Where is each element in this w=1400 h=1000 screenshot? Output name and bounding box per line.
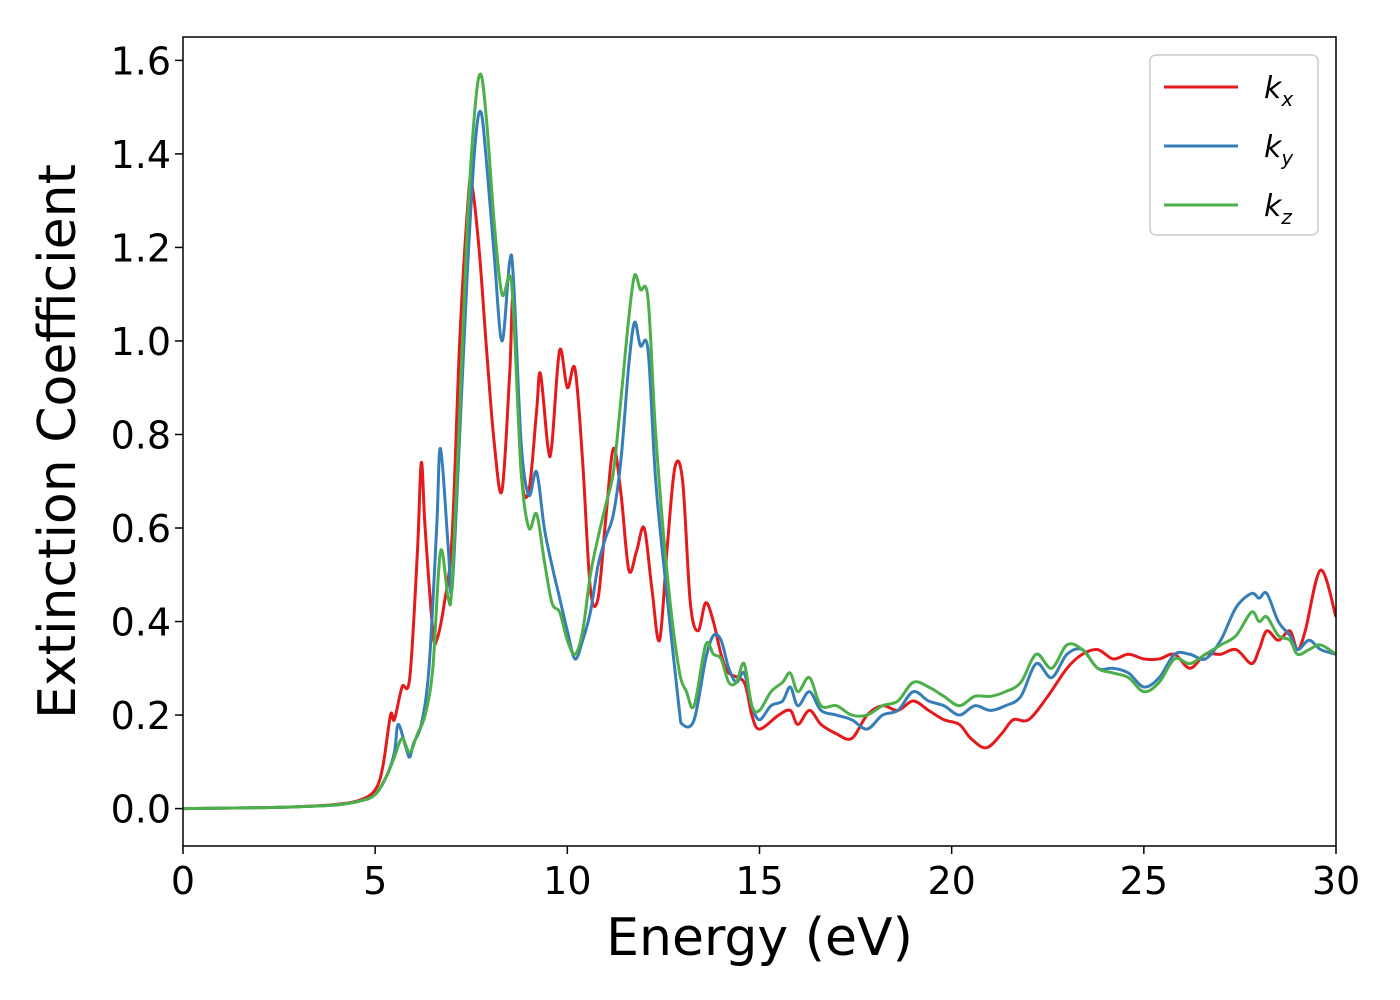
legend-label-y: ky <box>1264 130 1294 170</box>
x-tick-label: 0 <box>171 859 195 903</box>
x-axis-ticks: 0 5 10 15 20 25 30 <box>171 846 1360 903</box>
legend-label-x: kx <box>1264 71 1293 111</box>
series-line-x <box>183 178 1336 811</box>
y-tick-label: 0.4 <box>111 601 171 645</box>
series-line-y <box>183 109 1336 811</box>
y-tick-label: 0.2 <box>111 694 171 738</box>
x-tick-label: 15 <box>735 859 783 903</box>
plot-lines <box>183 72 1336 811</box>
y-tick-label: 0.8 <box>111 413 171 457</box>
legend: kx ky kz <box>1149 54 1319 236</box>
x-tick-label: 30 <box>1312 859 1360 903</box>
x-tick-label: 10 <box>543 859 591 903</box>
y-tick-label: 1.4 <box>111 133 171 177</box>
y-tick-label: 0.6 <box>111 507 171 551</box>
x-axis-title: Energy (eV) <box>606 908 913 968</box>
x-tick-label: 5 <box>363 859 387 903</box>
x-tick-label: 25 <box>1120 859 1168 903</box>
x-tick-label: 20 <box>927 859 975 903</box>
y-tick-label: 1.0 <box>111 320 171 364</box>
y-axis-title: Extinction Coefficient <box>28 164 88 719</box>
y-tick-label: 1.6 <box>111 39 171 83</box>
legend-label-z: kz <box>1264 189 1292 229</box>
y-tick-label: 0.0 <box>111 788 171 832</box>
y-tick-label: 1.2 <box>111 226 171 270</box>
y-axis-ticks: 0.0 0.2 0.4 0.6 0.8 1.0 1.2 1.4 1.6 <box>111 39 183 832</box>
series-line-z <box>183 72 1336 811</box>
